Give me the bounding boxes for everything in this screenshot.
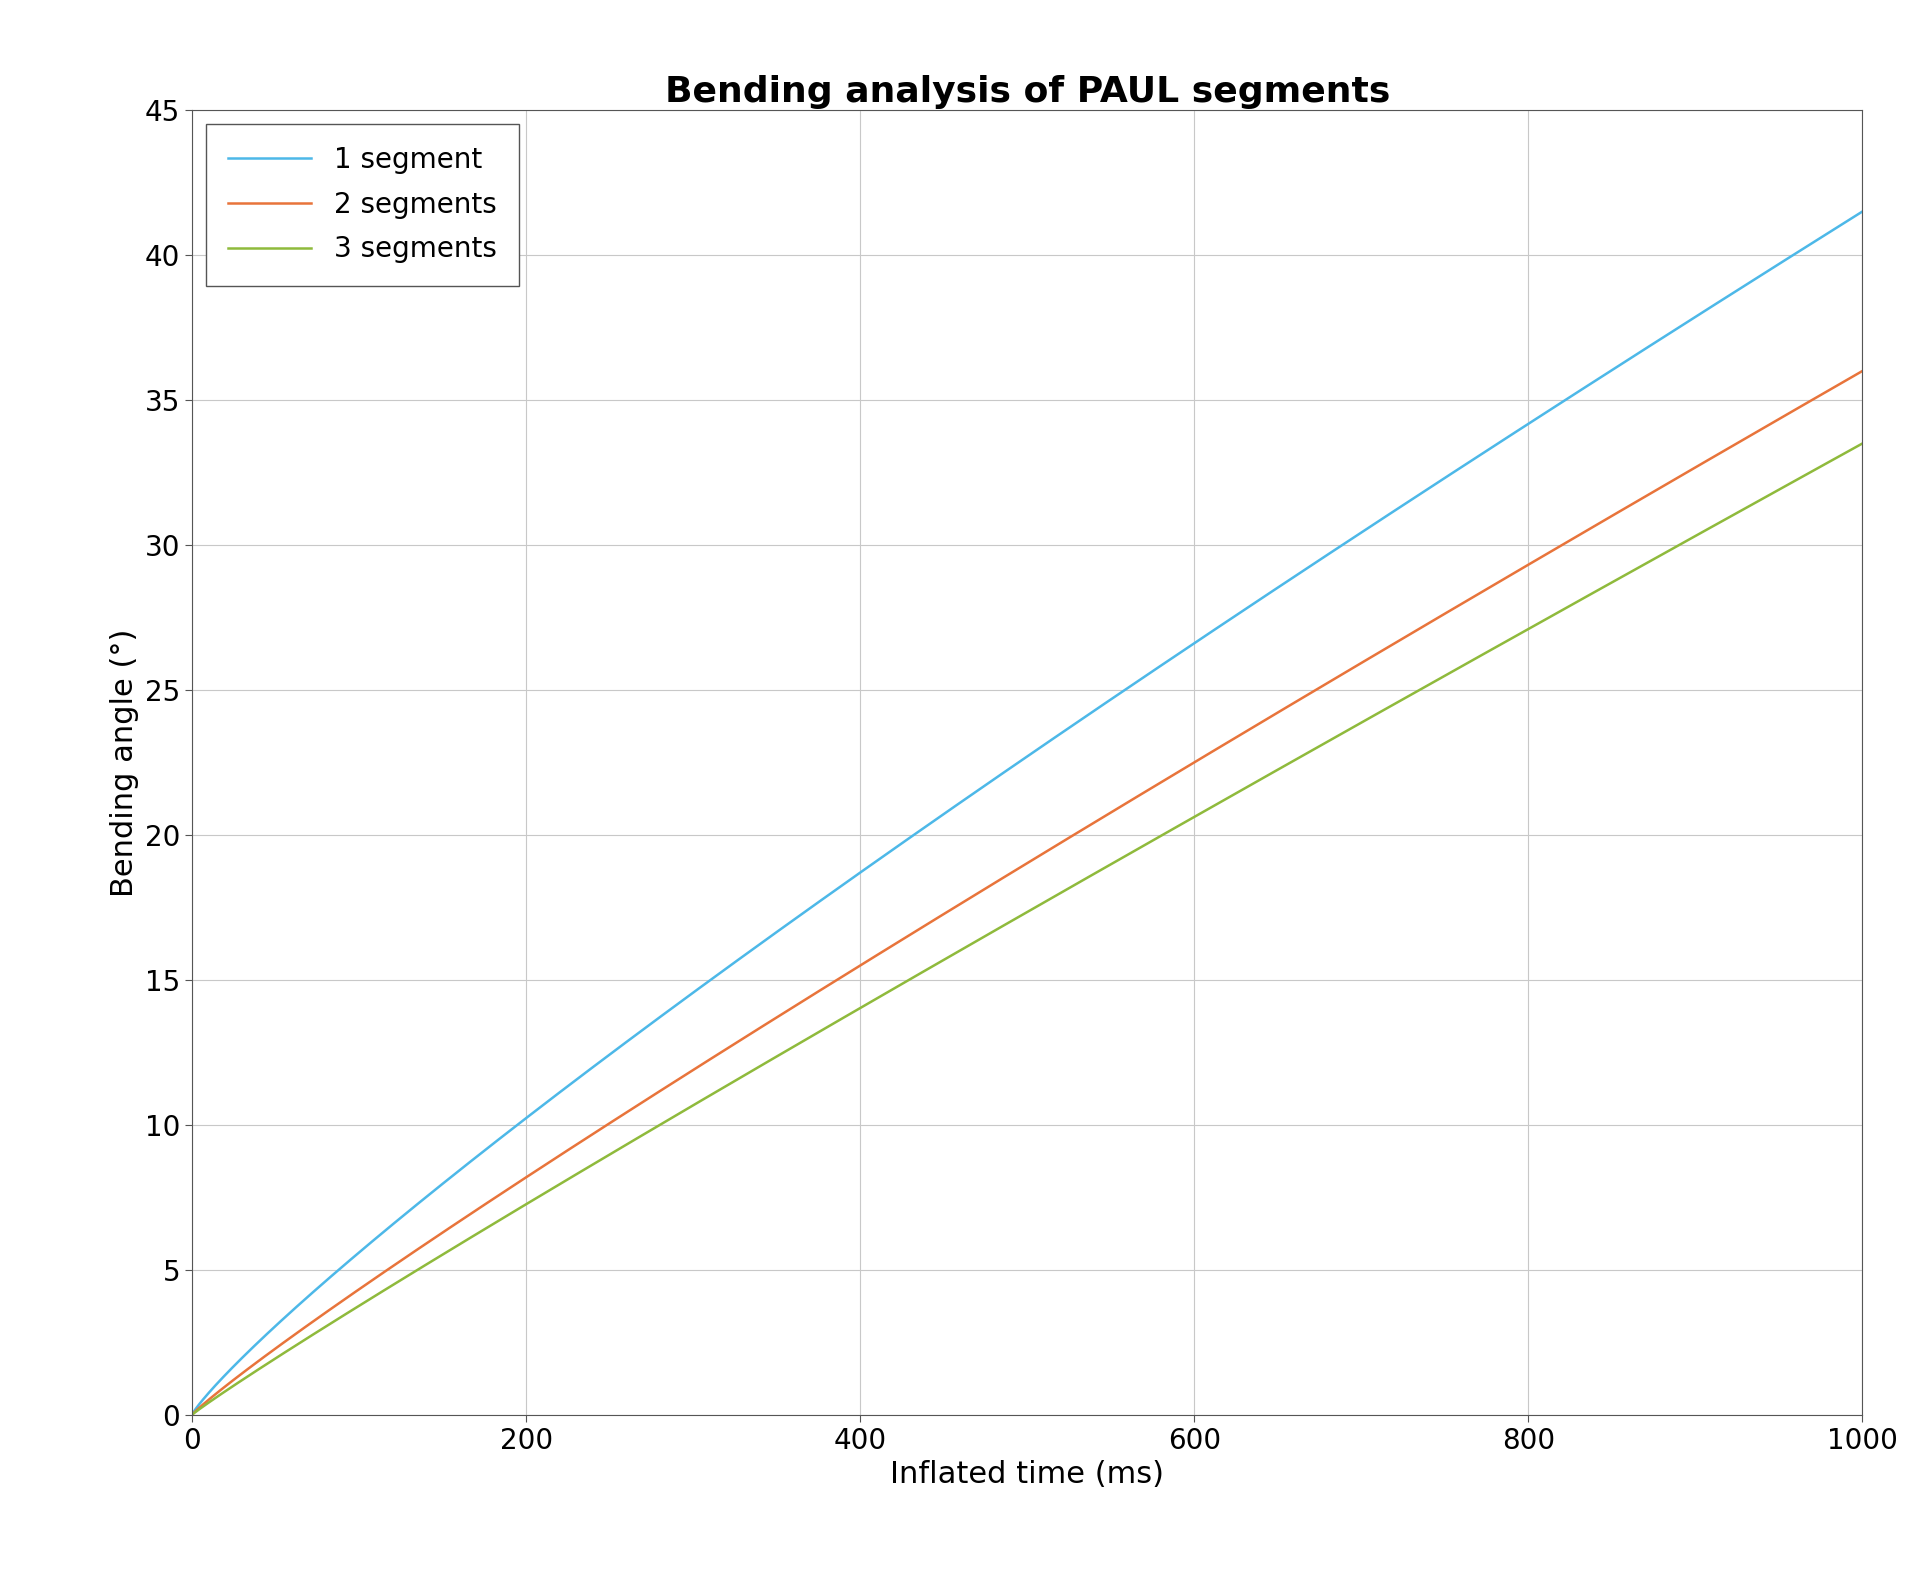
- Title: Bending analysis of PAUL segments: Bending analysis of PAUL segments: [664, 75, 1390, 108]
- 1 segment: [470, 1143, 493, 1162]
- 1 segment: [1638, 336, 1661, 355]
- 2 segments: [1818, 380, 1841, 399]
- 1 segment: [180, 1405, 204, 1424]
- 3 segments: [893, 973, 916, 992]
- 3 segments: [1638, 552, 1661, 571]
- Line: 3 segments: 3 segments: [192, 443, 1862, 1415]
- 2 segments: [1638, 484, 1661, 503]
- Line: 2 segments: 2 segments: [192, 371, 1862, 1415]
- X-axis label: Inflated time (ms): Inflated time (ms): [891, 1460, 1164, 1489]
- 2 segments: [893, 929, 916, 948]
- Y-axis label: Bending angle (°): Bending angle (°): [109, 629, 138, 896]
- 1 segment: [822, 883, 845, 902]
- 3 segments: [371, 1281, 394, 1300]
- 2 segments: [371, 1264, 394, 1283]
- 3 segments: [470, 1221, 493, 1240]
- 3 segments: [1818, 453, 1841, 472]
- Line: 1 segment: 1 segment: [192, 212, 1862, 1415]
- 3 segments: [822, 1014, 845, 1033]
- 2 segments: [822, 973, 845, 992]
- 3 segments: [180, 1405, 204, 1424]
- 3 segments: [1851, 434, 1874, 453]
- Legend: 1 segment, 2 segments, 3 segments: 1 segment, 2 segments, 3 segments: [205, 124, 518, 286]
- 2 segments: [180, 1405, 204, 1424]
- 1 segment: [1818, 223, 1841, 242]
- 1 segment: [1851, 203, 1874, 222]
- 2 segments: [1851, 362, 1874, 380]
- 1 segment: [893, 832, 916, 850]
- 2 segments: [470, 1198, 493, 1217]
- 1 segment: [371, 1223, 394, 1242]
